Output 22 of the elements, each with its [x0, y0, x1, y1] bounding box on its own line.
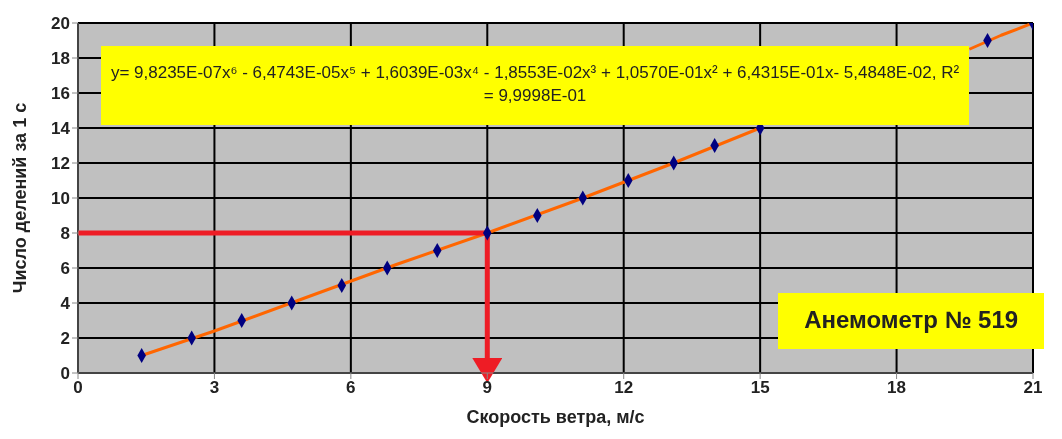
- y-tick-label: 10: [51, 189, 70, 209]
- annotation: Анемометр № 519: [778, 292, 1044, 349]
- x-tick-label: 9: [482, 378, 493, 398]
- y-tick-label: 2: [60, 329, 70, 349]
- x-tick-label: 15: [750, 378, 770, 398]
- x-axis-title: Скорость ветра, м/с: [466, 407, 645, 427]
- y-tick-label: 16: [51, 84, 70, 104]
- y-axis-title: Число делений за 1 с: [10, 102, 31, 294]
- y-tick-label: 14: [51, 119, 71, 139]
- y-tick-label: 6: [60, 259, 70, 279]
- y-tick-label: 0: [60, 364, 70, 384]
- y-tick-label: 4: [60, 294, 71, 314]
- x-tick-label: 3: [209, 378, 220, 398]
- y-tick-label: 12: [51, 154, 70, 174]
- x-tick-label: 21: [1023, 378, 1043, 398]
- y-tick-label: 20: [51, 14, 70, 34]
- x-tick-label: 6: [346, 378, 356, 398]
- annotation: y= 9,8235E-07x⁶ - 6,4743E-05x⁵ + 1,6039E-03x⁴ - 1,8553E-02x³ + 1,0570E-01x² + 6,4315E-01x- 5,4848E-02, R² = 9,9998E-01: [100, 45, 970, 125]
- x-tick-label: 12: [614, 378, 634, 398]
- y-tick-label: 8: [60, 224, 70, 244]
- x-tick-label: 18: [887, 378, 907, 398]
- y-tick-label: 18: [51, 49, 70, 69]
